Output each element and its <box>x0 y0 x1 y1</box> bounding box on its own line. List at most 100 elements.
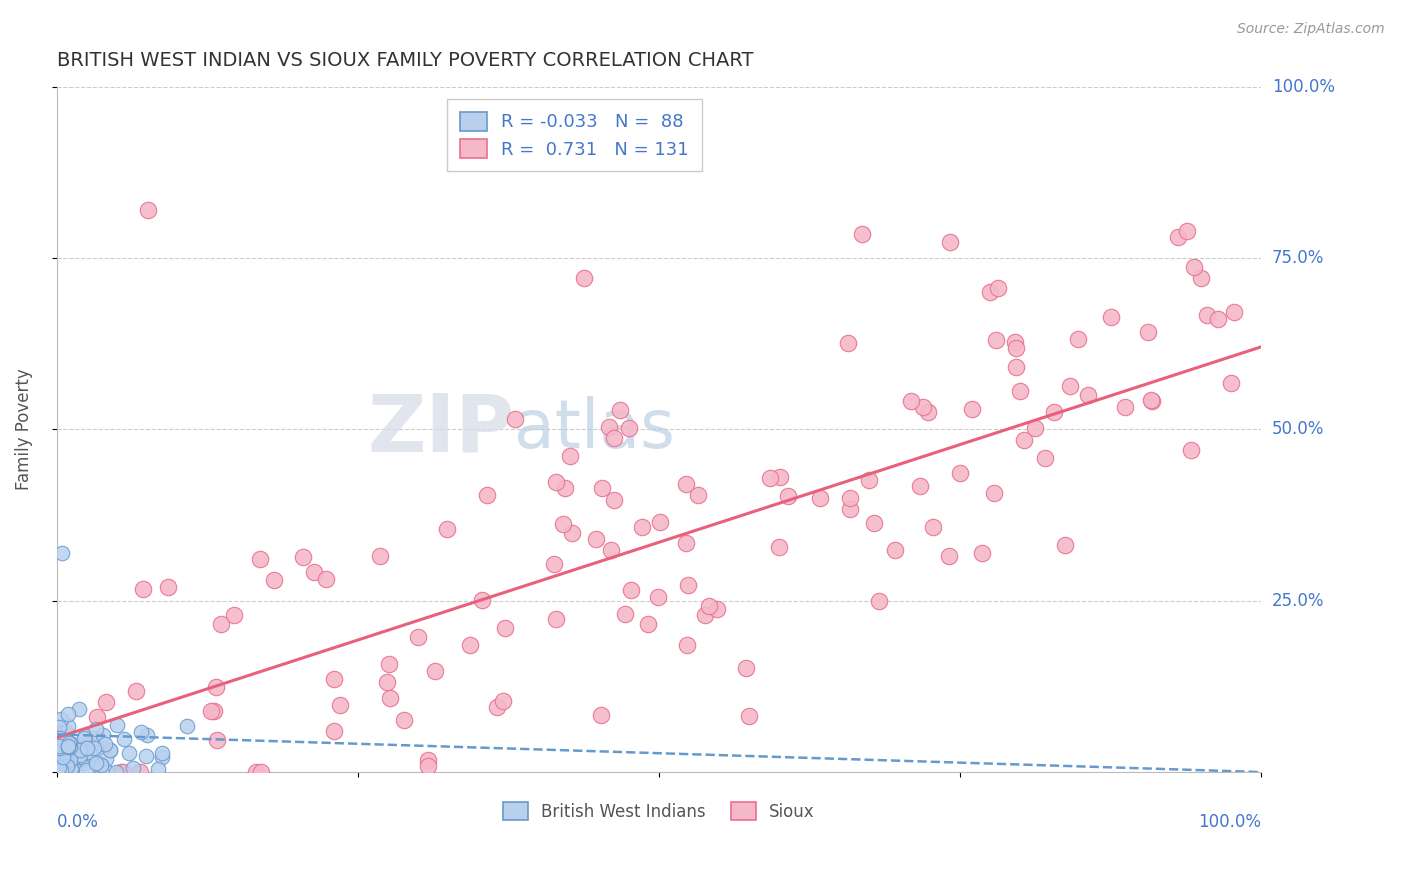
Text: 25.0%: 25.0% <box>1272 591 1324 609</box>
Text: 0.0%: 0.0% <box>56 814 98 831</box>
Point <box>1140 394 1163 409</box>
Point <box>987 281 1010 295</box>
Point <box>46 743 69 757</box>
Point <box>600 543 623 558</box>
Point <box>56 750 79 764</box>
Point <box>1067 332 1090 346</box>
Point <box>83 731 105 745</box>
Point <box>630 520 652 534</box>
Point <box>693 607 716 622</box>
Point <box>94 737 117 751</box>
Point <box>63 738 86 752</box>
Point <box>80 747 103 762</box>
Point <box>589 708 612 723</box>
Point <box>56 753 79 767</box>
Point <box>176 719 198 733</box>
Point <box>150 750 173 764</box>
Point <box>1167 230 1189 244</box>
Point <box>922 520 945 534</box>
Point <box>561 526 583 541</box>
Point <box>768 541 790 555</box>
Point <box>1184 260 1206 274</box>
Point <box>603 492 626 507</box>
Point <box>675 535 697 549</box>
Point <box>122 760 145 774</box>
Point <box>1189 271 1212 285</box>
Text: 100.0%: 100.0% <box>1198 814 1261 831</box>
Point <box>1054 538 1077 552</box>
Point <box>868 594 890 608</box>
Point <box>48 721 70 735</box>
Point <box>51 546 73 560</box>
Point <box>52 739 75 754</box>
Point <box>46 760 69 774</box>
Text: 75.0%: 75.0% <box>1272 249 1324 267</box>
Point <box>603 431 626 445</box>
Point <box>1004 334 1026 349</box>
Point <box>322 724 344 739</box>
Point <box>609 402 631 417</box>
Point <box>59 740 82 755</box>
Point <box>86 710 108 724</box>
Point <box>315 572 337 586</box>
Point <box>52 750 75 764</box>
Point <box>1005 341 1028 355</box>
Point <box>686 488 709 502</box>
Point <box>1099 310 1122 324</box>
Point <box>378 657 401 671</box>
Point <box>53 724 76 739</box>
Point <box>1195 308 1218 322</box>
Text: Source: ZipAtlas.com: Source: ZipAtlas.com <box>1237 22 1385 37</box>
Point <box>100 743 122 757</box>
Point <box>647 590 669 604</box>
Point <box>769 469 792 483</box>
Point <box>105 764 128 779</box>
Point <box>105 718 128 732</box>
Point <box>52 751 75 765</box>
Point <box>146 762 169 776</box>
Point <box>84 739 107 753</box>
Point <box>838 502 860 516</box>
Point <box>1077 387 1099 401</box>
Y-axis label: Family Poverty: Family Poverty <box>15 368 32 491</box>
Point <box>60 762 83 776</box>
Point <box>55 753 77 767</box>
Point <box>49 739 72 753</box>
Point <box>55 759 77 773</box>
Point <box>475 488 498 502</box>
Point <box>1175 224 1198 238</box>
Point <box>90 758 112 772</box>
Point <box>471 592 494 607</box>
Point <box>52 762 75 776</box>
Point <box>675 638 697 652</box>
Point <box>962 401 984 416</box>
Point <box>292 549 315 564</box>
Point <box>96 764 118 779</box>
Point <box>938 549 960 563</box>
Point <box>62 758 84 772</box>
Point <box>546 612 568 626</box>
Point <box>90 758 112 772</box>
Point <box>84 723 107 737</box>
Point <box>408 630 430 644</box>
Point <box>546 475 568 490</box>
Point <box>75 763 97 777</box>
Point <box>132 582 155 596</box>
Text: atlas: atlas <box>515 396 675 462</box>
Point <box>551 516 574 531</box>
Point <box>156 580 179 594</box>
Point <box>983 486 1005 500</box>
Point <box>837 336 859 351</box>
Point <box>543 558 565 572</box>
Point <box>939 235 962 249</box>
Point <box>1010 384 1032 398</box>
Point <box>52 739 75 753</box>
Text: 50.0%: 50.0% <box>1272 420 1324 438</box>
Point <box>73 756 96 770</box>
Point <box>72 751 94 765</box>
Point <box>56 740 79 755</box>
Point <box>75 729 97 743</box>
Point <box>458 638 481 652</box>
Point <box>56 743 79 757</box>
Point <box>58 739 80 753</box>
